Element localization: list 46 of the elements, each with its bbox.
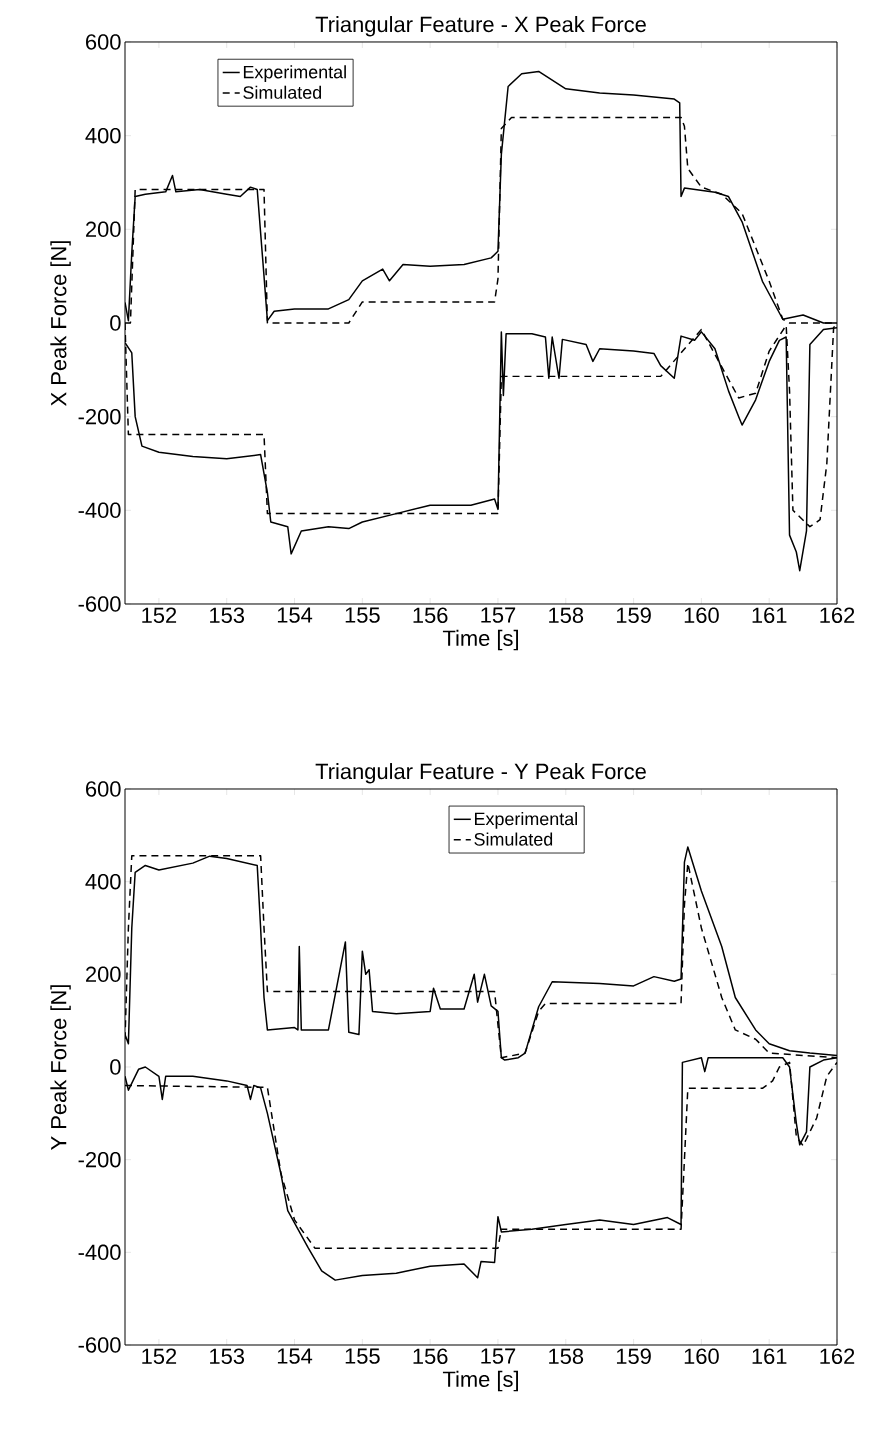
y-tick-label: 0 <box>110 315 121 331</box>
y-tick-label: -200 <box>78 408 121 425</box>
y-tick-label: -200 <box>78 1151 121 1168</box>
x-tick-label: 161 <box>752 607 787 624</box>
x-tick-label: 160 <box>684 1348 719 1365</box>
x-tick-label: 156 <box>413 607 448 624</box>
x-tick-label: 153 <box>210 607 245 624</box>
x-tick-label: 158 <box>549 607 584 624</box>
legend-label: Experimental <box>243 65 346 82</box>
y-tick-label: 600 <box>86 781 121 797</box>
y-tick-label: 0 <box>110 1059 121 1075</box>
x-tick-label: 159 <box>616 607 651 624</box>
x-axis-title: Time [s] <box>442 1370 518 1392</box>
x-tick-label: 162 <box>820 607 855 624</box>
x-tick-label: 160 <box>684 607 719 624</box>
y-axis-title: X Peak Force [N] <box>50 241 71 406</box>
x-tick-label: 152 <box>142 607 177 624</box>
y-tick-label: -400 <box>78 1244 121 1261</box>
legend-label: Simulated <box>474 832 553 846</box>
y-axis-title: Y Peak Force [N] <box>50 985 71 1150</box>
x-tick-label: 154 <box>277 1348 313 1364</box>
x-tick-label: 161 <box>752 1348 787 1365</box>
y-tick-label: 600 <box>86 34 121 50</box>
chart-title: Triangular Feature - X Peak Force <box>315 16 646 37</box>
legend-label: Simulated <box>243 85 322 99</box>
x-tick-label: 152 <box>142 1348 177 1365</box>
y-tick-label: 400 <box>85 873 121 890</box>
y-tick-label: 200 <box>86 966 121 983</box>
x-tick-label: 155 <box>345 607 380 623</box>
x-tick-label: 153 <box>210 1348 245 1365</box>
x-tick-label: 157 <box>481 1348 516 1364</box>
legend-label: Experimental <box>475 812 577 829</box>
x-tick-label: 155 <box>345 1348 380 1364</box>
y-tick-label: 200 <box>86 221 121 238</box>
x-tick-label: 162 <box>820 1348 855 1365</box>
y-tick-label: -600 <box>78 1337 121 1353</box>
x-tick-label: 156 <box>413 1348 448 1365</box>
y-tick-label: -600 <box>78 596 121 612</box>
x-axis-title: Time [s] <box>442 629 518 651</box>
y-tick-label: -400 <box>78 502 121 519</box>
y-tick-label: 400 <box>85 127 121 144</box>
x-tick-label: 158 <box>549 1348 584 1365</box>
x-tick-label: 154 <box>277 607 313 623</box>
x-tick-label: 157 <box>481 607 516 623</box>
chart-title: Triangular Feature - Y Peak Force <box>315 763 646 784</box>
x-tick-label: 159 <box>616 1348 651 1365</box>
